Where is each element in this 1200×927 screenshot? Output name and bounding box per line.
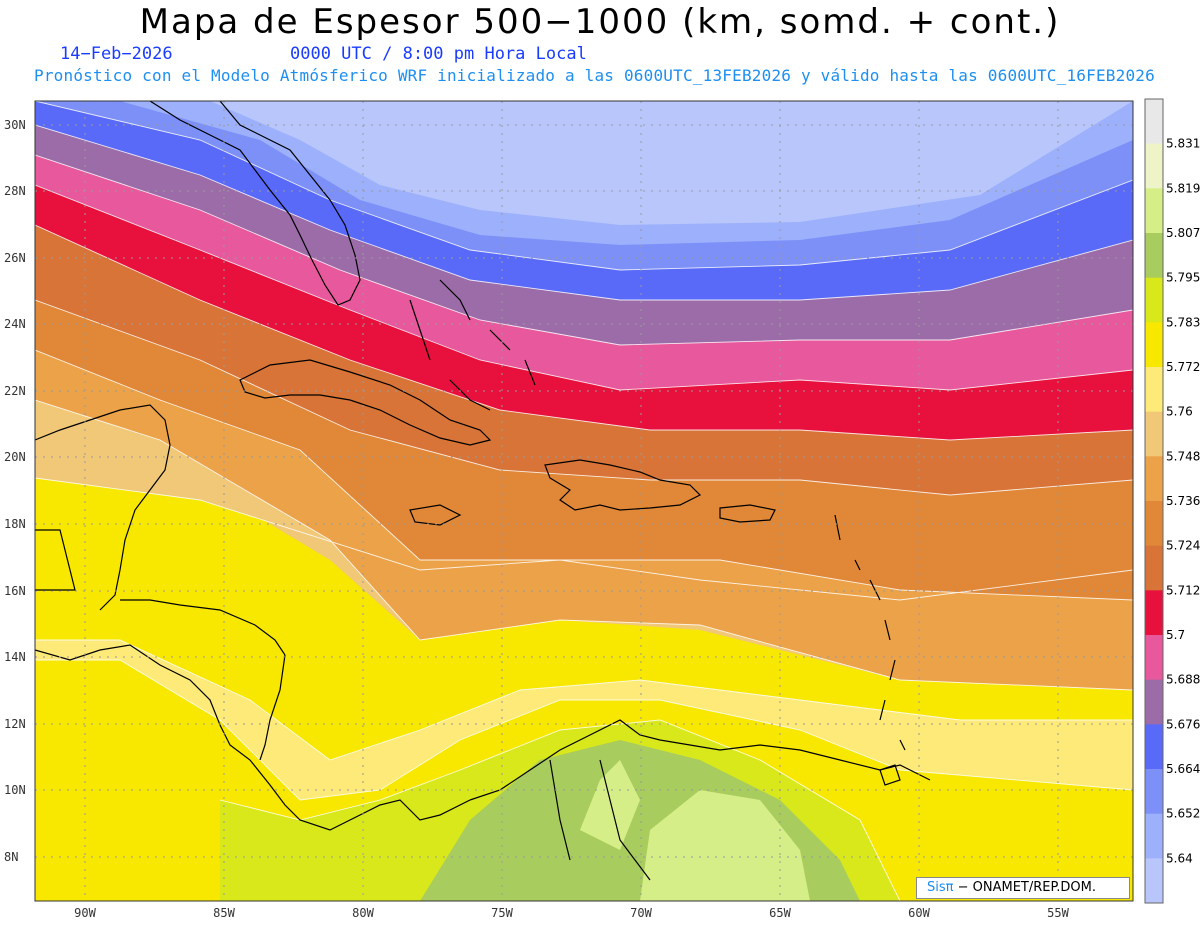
colorbar-label: 5.76 [1166,405,1193,419]
colorbar-label: 5.664 [1166,762,1200,776]
colorbar-label: 5.7 [1166,628,1185,642]
map-title: Mapa de Espesor 500−1000 (km, somd. + co… [139,2,1061,42]
hispaniola-coast [544,459,702,511]
colorbar-swatch [1145,456,1163,502]
colorbar-swatch [1145,813,1163,859]
colorbar-swatch [1145,769,1163,815]
colorbar-label: 5.783 [1166,315,1200,329]
lat-label: 14N [4,650,26,664]
lat-label: 12N [4,717,26,731]
honduras-coast [120,599,286,656]
lat-label: 24N [4,317,26,331]
colorbar-swatch [1145,545,1163,591]
contour-lines [35,101,1133,901]
band-5819 [580,760,640,850]
venezuela-interior [549,759,651,881]
colorbar-swatch [1145,367,1163,413]
colorbar-label: 5.712 [1166,583,1200,597]
lat-label: 8N [4,850,18,864]
colorbar-label: 5.724 [1166,539,1200,553]
colorbar-frame [1144,98,1164,904]
lat-label: 28N [4,184,26,198]
colorbar-label: 5.688 [1166,673,1200,687]
coastlines [35,101,931,881]
lon-label: 60W [908,906,930,920]
lon-label: 75W [491,906,513,920]
colorbar: 5.831 5.819 5.807 5.795 5.783 5.772 5.76 5.748 5… [1144,98,1200,904]
lon-label: 65W [769,906,791,920]
central-america-coast [35,644,471,831]
lesser-antilles [834,514,906,751]
puerto-rico-coast [719,504,776,523]
lat-label: 10N [4,783,26,797]
colorbar-label: 5.795 [1166,271,1200,285]
colorbar-label: 5.652 [1166,807,1200,821]
lon-label: 70W [630,906,652,920]
colorbar-swatch [1145,143,1163,189]
graticule [35,101,1133,901]
colorbar-label: 5.676 [1166,717,1200,731]
lat-label: 22N [4,384,26,398]
colorbar-label: 5.748 [1166,449,1200,463]
trinidad [879,764,901,786]
yucatan-coast [35,404,171,611]
colorbar-swatch [1145,635,1163,681]
lon-label: 80W [352,906,374,920]
colorbar-swatch [1145,590,1163,636]
colorbar-swatch [1145,724,1163,770]
nicaragua-coast [259,654,286,761]
lon-label: 85W [213,906,235,920]
credit-box: Sisπ − ONAMET/REP.DOM. [916,877,1130,899]
colorbar-swatch [1145,858,1163,904]
colorbar-swatch [1145,233,1163,279]
colorbar-swatch [1145,277,1163,323]
lat-label: 18N [4,517,26,531]
lon-label: 90W [74,906,96,920]
longitude-labels: 90W 85W 80W 75W 70W 65W 60W 55W [74,906,1069,920]
band-5807 [640,790,810,901]
colorbar-swatch [1145,188,1163,234]
colombia-venezuela-coast [469,719,931,801]
credit-text: − ONAMET/REP.DOM. [953,880,1097,895]
jamaica-coast [409,504,462,526]
lat-label: 20N [4,450,26,464]
colorbar-swatch [1145,322,1163,368]
band-5616 [210,101,1133,225]
forecast-time: 0000 UTC / 8:00 pm Hora Local [290,44,587,64]
lat-label: 26N [4,251,26,265]
colorbar-label: 5.819 [1166,181,1200,195]
lat-label: 16N [4,584,26,598]
colorbar-swatch [1145,411,1163,457]
lon-label: 55W [1047,906,1069,920]
bahamas [409,279,536,411]
colorbar-swatch [1145,501,1163,547]
florida-coast [149,101,361,306]
colorbar-label: 5.736 [1166,494,1200,508]
mexico-border [35,529,76,591]
latitude-labels: 30N 28N 26N 24N 22N 20N 18N 16N 14N 12N … [4,118,26,864]
map-frame [34,100,1134,902]
colorbar-label: 5.64 [1166,851,1193,865]
thickness-bands [35,101,1133,901]
forecast-date: 14−Feb−2026 [60,44,173,64]
lat-label: 30N [4,118,26,132]
cuba-coast [239,359,492,446]
colorbar-label: 5.772 [1166,360,1200,374]
colorbar-swatch [1145,679,1163,725]
model-info: Pronóstico con el Modelo Atmósferico WRF… [34,66,1155,85]
credit-brand: Sisπ [927,880,954,895]
colorbar-label: 5.807 [1166,226,1200,240]
colorbar-swatch [1145,99,1163,145]
colorbar-label: 5.831 [1166,137,1200,151]
